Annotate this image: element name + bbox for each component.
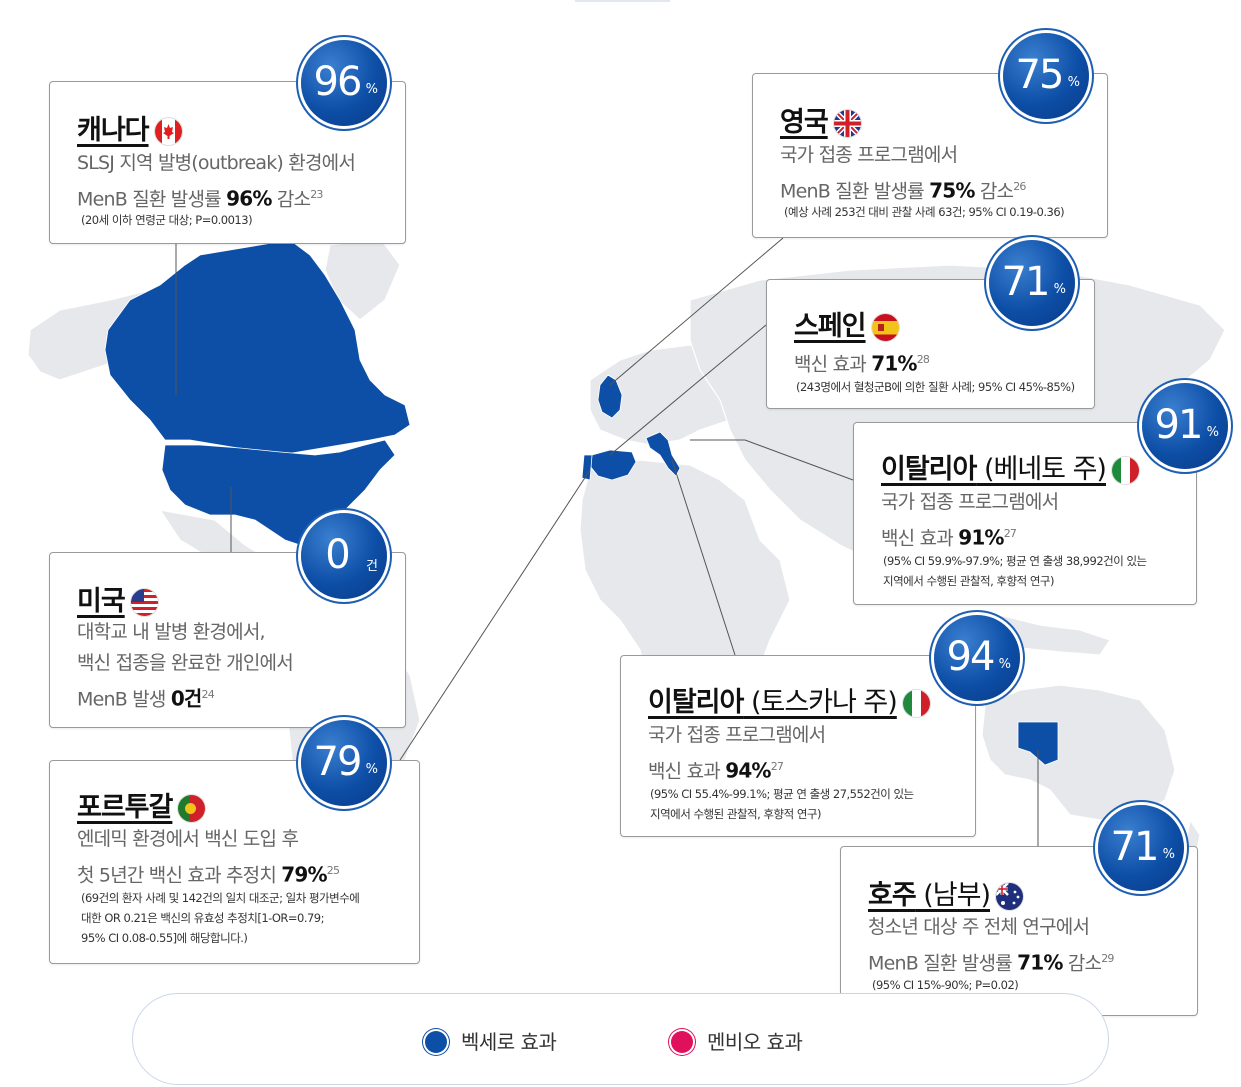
badge-canada: 96%	[301, 40, 387, 126]
connector-tuscany	[671, 459, 736, 656]
australia-flag-icon	[996, 883, 1024, 910]
italy-veneto-description: 국가 접종 프로그램에서 백신 효과 91%27	[881, 491, 1059, 550]
country-title-portugal: 포르투갈	[77, 785, 206, 824]
badge-spain: 71%	[989, 240, 1075, 326]
australia-description: 청소년 대상 주 전체 연구에서 MenB 질환 발생률 71% 감소29	[868, 916, 1114, 975]
italy-veneto-note: (95% CI 59.9%-97.9%; 평균 연 출생 38,992건이 있는…	[883, 554, 1147, 588]
country-title-australia: 호주 (남부)	[868, 873, 1024, 912]
italy-flag-icon-2	[902, 690, 930, 717]
australia-note: (95% CI 15%-90%; P=0.02)	[872, 978, 1019, 992]
badge-uk: 75%	[1003, 33, 1089, 119]
badge-italy-veneto: 91%	[1142, 383, 1228, 469]
australia-land	[981, 684, 1176, 821]
card-italy-veneto: 이탈리아 (베네토 주) 국가 접종 프로그램에서 백신 효과 91%27 (9…	[853, 422, 1197, 605]
portugal-description: 엔데믹 환경에서 백신 도입 후 첫 5년간 백신 효과 추정치 79%25	[77, 828, 340, 887]
badge-australia: 71%	[1098, 805, 1184, 891]
country-title-spain: 스페인	[794, 304, 899, 343]
italy-flag-icon	[1111, 457, 1139, 484]
country-title-usa: 미국	[77, 579, 158, 618]
canada-shape	[104, 239, 411, 456]
legend-item-bexsero: 벡세로 효과	[425, 1026, 557, 1055]
usa-description: 대학교 내 발병 환경에서, 백신 접종을 완료한 개인에서 MenB 발생 0…	[77, 621, 294, 711]
spain-shape	[589, 449, 637, 481]
pink-dot-icon	[671, 1030, 693, 1053]
badge-italy-tuscany: 94%	[934, 615, 1020, 701]
card-australia: 호주 (남부) 청소년 대상 주 전체 연구에서 MenB 질환 발생률 71%…	[840, 846, 1198, 1016]
usa-shape	[161, 439, 396, 546]
card-usa: 미국 대학교 내 발병 환경에서, 백신 접종을 완료한 개인에서 MenB 발…	[49, 552, 406, 728]
country-title-canada: 캐나다	[77, 108, 182, 147]
italy-tuscany-description: 국가 접종 프로그램에서 백신 효과 94%27	[648, 724, 826, 783]
canada-note: (20세 이하 연령군 대상; P=0.0013)	[81, 213, 253, 227]
card-italy-tuscany: 이탈리아 (토스카나 주) 국가 접종 프로그램에서 백신 효과 94%27 (…	[620, 655, 976, 837]
italy-tuscany-note: (95% CI 55.4%-99.1%; 평균 연 출생 27,552건이 있는…	[650, 787, 914, 821]
uk-description: 국가 접종 프로그램에서 MenB 질환 발생률 75% 감소26	[780, 144, 1026, 203]
canada-description: SLSJ 지역 발병(outbreak) 환경에서 MenB 질환 발생률 96…	[77, 152, 356, 211]
portugal-shape	[581, 454, 593, 481]
spain-description: 백신 효과 71%28	[794, 351, 930, 376]
connector-spain	[609, 324, 767, 456]
connector-portugal	[399, 469, 591, 761]
blue-dot-icon	[425, 1030, 447, 1053]
usa-flag-icon	[130, 589, 158, 616]
connector-veneto	[690, 439, 854, 481]
legend: 벡세로 효과 멘비오 효과	[132, 993, 1109, 1085]
badge-portugal: 79%	[301, 720, 387, 806]
uk-flag-icon	[833, 110, 861, 137]
portugal-flag-icon	[178, 795, 206, 822]
spain-note: (243명에서 혈청군B에 의한 질환 사례; 95% CI 45%-85%)	[796, 380, 1075, 394]
south-australia-shape	[1017, 721, 1059, 766]
country-title-italy-veneto: 이탈리아 (베네토 주)	[881, 447, 1139, 486]
country-title-uk: 영국	[780, 100, 861, 139]
uk-shape	[597, 374, 623, 419]
legend-item-menveo: 멘비오 효과	[671, 1026, 803, 1055]
country-title-italy-tuscany: 이탈리아 (토스카나 주)	[648, 680, 930, 719]
card-uk: 영국 국가 접종 프로그램에서 MenB 질환 발생률 75% 감소26 (예상…	[752, 73, 1108, 238]
canada-flag-icon	[154, 118, 182, 145]
top-divider	[575, 0, 670, 2]
italy-shape	[645, 431, 681, 477]
connector-uk	[609, 237, 784, 386]
portugal-note: (69건의 환자 사례 및 142건의 일치 대조군; 일차 평가변수에 대한 …	[81, 891, 360, 945]
spain-flag-icon	[871, 314, 899, 341]
uk-note: (예상 사례 253건 대비 관찰 사례 63건; 95% CI 0.19-0.…	[784, 205, 1065, 219]
